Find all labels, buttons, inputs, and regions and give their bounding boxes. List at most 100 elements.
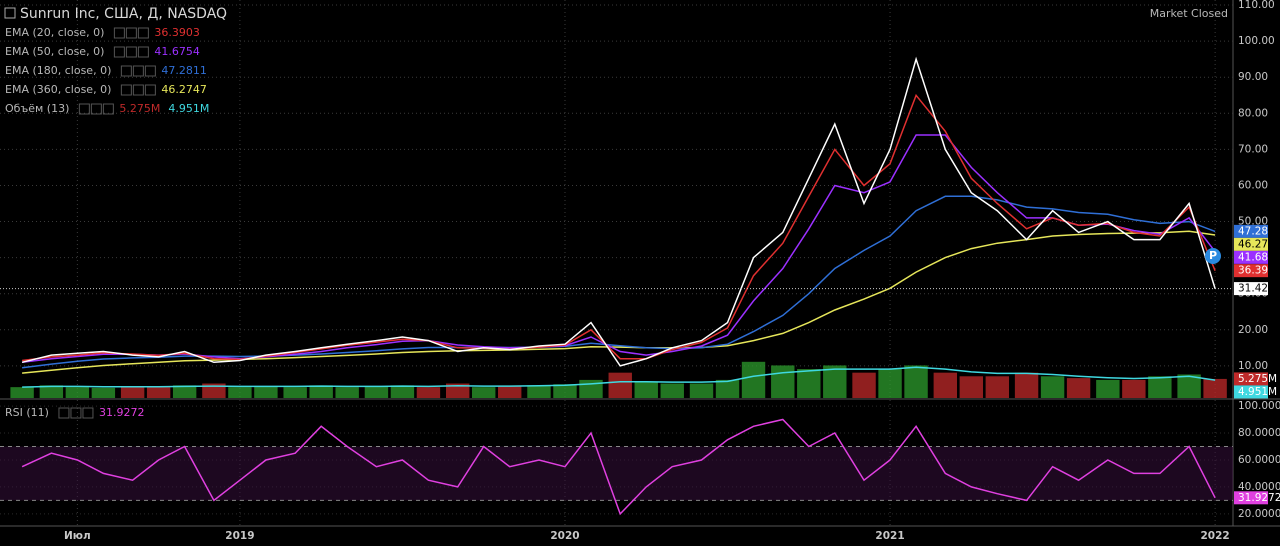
legend-name: EMA (20, close, 0) bbox=[5, 26, 104, 39]
volume-bar bbox=[634, 381, 658, 398]
legend-icon bbox=[144, 65, 156, 77]
volume-bar bbox=[1148, 376, 1172, 398]
legend-icon bbox=[125, 27, 137, 39]
legend-value: 41.6754 bbox=[154, 45, 200, 58]
chart-title: Sunrun Inc, США, Д, NASDAQ bbox=[20, 6, 227, 22]
volume-bar bbox=[146, 386, 171, 398]
price-badge bbox=[1234, 385, 1268, 399]
y-tick-label: 40.0000 bbox=[1238, 481, 1280, 493]
y-tick-label: 20.00 bbox=[1238, 324, 1268, 336]
volume-ma-line bbox=[22, 366, 1216, 388]
volume-bar bbox=[1203, 378, 1227, 398]
volume-bar bbox=[715, 379, 740, 398]
y-tick-label: 60.00 bbox=[1238, 179, 1268, 191]
legend-icon bbox=[120, 84, 132, 96]
price-badge bbox=[1234, 372, 1268, 386]
ema-line bbox=[22, 195, 1216, 369]
volume-bar bbox=[498, 386, 522, 398]
volume-bar bbox=[416, 387, 441, 398]
volume-bar bbox=[39, 385, 64, 398]
legend-name: Объём (13) bbox=[5, 102, 69, 115]
volume-bar bbox=[527, 385, 551, 398]
volume-bar bbox=[1066, 378, 1091, 398]
volume-bar bbox=[472, 387, 496, 398]
volume-bar bbox=[172, 385, 197, 398]
price-badge-label: 47.28 bbox=[1238, 225, 1268, 237]
volume-bar bbox=[797, 369, 821, 398]
grid bbox=[0, 0, 1233, 526]
legend-value: 4.951M bbox=[168, 102, 209, 115]
volume-bar bbox=[202, 383, 226, 398]
legend-value: 47.2811 bbox=[161, 64, 207, 77]
volume-bar bbox=[933, 372, 958, 398]
x-tick-label: 2021 bbox=[875, 530, 904, 542]
price-badge bbox=[1234, 282, 1268, 296]
price-badge bbox=[1234, 250, 1268, 264]
event-marker[interactable] bbox=[1205, 248, 1221, 264]
price-badge-label: 31.42 bbox=[1238, 283, 1268, 295]
legend-value: 31.9272 bbox=[99, 406, 145, 419]
legend-value: 5.275M bbox=[119, 102, 160, 115]
legend-name: EMA (180, close, 0) bbox=[5, 64, 111, 77]
volume-bar bbox=[689, 383, 714, 398]
volume-bar bbox=[91, 387, 116, 398]
y-tick-label: 80.00 bbox=[1238, 107, 1268, 119]
volume-bar bbox=[283, 387, 307, 398]
market-status: Market Closed bbox=[1150, 7, 1228, 20]
volume-bar bbox=[1096, 379, 1120, 398]
y-tick-label: 50.00 bbox=[1238, 216, 1268, 228]
x-tick-label: 2022 bbox=[1201, 530, 1230, 542]
price-badge-label: 36.39 bbox=[1238, 265, 1268, 277]
legend-value: 36.3903 bbox=[154, 26, 200, 39]
legend-value: 46.2747 bbox=[161, 83, 207, 96]
y-tick-label: 70.00 bbox=[1238, 143, 1268, 155]
legend-icon bbox=[58, 407, 70, 419]
volume-bar bbox=[985, 376, 1010, 398]
x-tick-label: Июл bbox=[64, 530, 91, 542]
y-tick-label: 110.00 bbox=[1238, 0, 1275, 11]
volume-bar bbox=[1122, 379, 1146, 398]
volume-bar bbox=[823, 365, 847, 398]
volume-bar bbox=[771, 365, 795, 398]
volume-bar bbox=[904, 365, 928, 398]
labels: 10.0020.0030.0040.0050.0060.0070.0080.00… bbox=[5, 0, 1280, 542]
volume-bar bbox=[741, 361, 766, 398]
legend-name: RSI (11) bbox=[5, 406, 49, 419]
legend-icon bbox=[132, 84, 144, 96]
legend-icon bbox=[82, 407, 94, 419]
legend-icon bbox=[137, 27, 149, 39]
legend-icon bbox=[137, 46, 149, 58]
volume-bar bbox=[364, 386, 389, 398]
volume-bar bbox=[959, 376, 984, 398]
legend-icon bbox=[113, 46, 125, 58]
volume-bar bbox=[1014, 372, 1039, 398]
y-tick-label: 60.0000 bbox=[1238, 454, 1280, 466]
price-badge-label: 46.27 bbox=[1238, 238, 1268, 250]
legend-icon bbox=[90, 103, 102, 115]
volume-bar bbox=[852, 372, 876, 398]
volume-bar bbox=[553, 384, 577, 398]
collapse-icon[interactable] bbox=[4, 7, 16, 19]
volume-bar bbox=[309, 385, 333, 398]
legend-name: EMA (360, close, 0) bbox=[5, 83, 111, 96]
legend-icon bbox=[70, 407, 82, 419]
legend-icon bbox=[120, 65, 132, 77]
volume-bar bbox=[1040, 376, 1065, 398]
volume-bar bbox=[10, 387, 34, 398]
legend-icon bbox=[132, 65, 144, 77]
volume-bar bbox=[445, 383, 470, 398]
volume-bar bbox=[878, 369, 902, 398]
price-badge bbox=[1234, 224, 1268, 238]
price-line bbox=[21, 56, 1216, 367]
y-tick-label: 100.0000 bbox=[1238, 400, 1280, 412]
price-badge-label: 4.951M bbox=[1238, 386, 1277, 398]
rsi-line bbox=[21, 418, 1216, 516]
y-tick-label: 90.00 bbox=[1238, 71, 1268, 83]
volume-bar bbox=[390, 385, 415, 398]
volume-bar bbox=[335, 387, 359, 398]
legend-icon bbox=[113, 27, 125, 39]
ema-line bbox=[22, 93, 1216, 362]
y-tick-label: 100.00 bbox=[1238, 35, 1275, 47]
price-badge-label: 31.9272 bbox=[1238, 492, 1280, 504]
